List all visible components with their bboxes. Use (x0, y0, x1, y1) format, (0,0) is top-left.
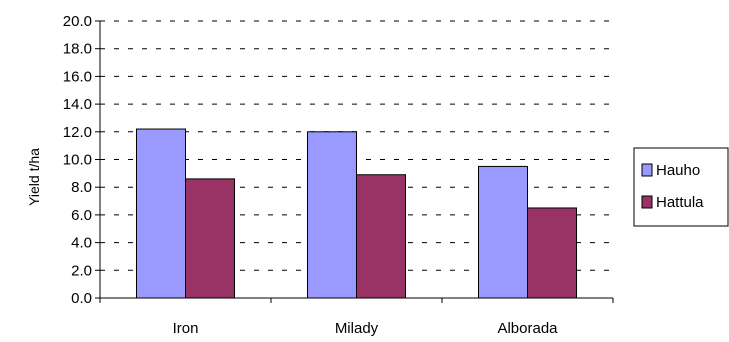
x-tick-label: Iron (173, 320, 199, 337)
bar-hauho-alborada (478, 165, 528, 299)
bar-hauho-iron (136, 128, 186, 299)
bar-hattula-milady (356, 174, 406, 299)
y-tick-label: 6.0 (71, 207, 92, 224)
y-tick-label: 8.0 (71, 179, 92, 196)
y-tick-label: 4.0 (71, 235, 92, 252)
axes: 0.0 2.0 4.0 6.0 8.0 10.0 12.0 14.0 16.0 18.0 20.0 I… (63, 13, 614, 337)
legend-swatch-hattula (641, 195, 653, 209)
y-tick-label: 10.0 (63, 152, 92, 169)
y-tick-label: 0.0 (71, 290, 92, 307)
bar-hattula-alborada (527, 207, 577, 299)
legend-label-hauho: Hauho (656, 162, 700, 179)
bars (136, 128, 577, 299)
y-axis-label: Yield t/ha (26, 148, 42, 206)
legend-box (633, 147, 729, 227)
y-tick-label: 16.0 (63, 68, 92, 85)
y-tick-label: 2.0 (71, 262, 92, 279)
legend: Hauho Hattula (633, 147, 729, 227)
bar-hauho-milady (307, 131, 357, 299)
x-tick-label: Milady (335, 320, 379, 337)
y-tick-label: 12.0 (63, 124, 92, 141)
y-tick-label: 18.0 (63, 41, 92, 58)
y-tick-label: 20.0 (63, 13, 92, 30)
legend-swatch-hauho (641, 163, 653, 177)
x-tick-label: Alborada (497, 320, 558, 337)
legend-label-hattula: Hattula (656, 194, 704, 211)
bar-hattula-iron (185, 178, 235, 299)
y-tick-label: 14.0 (63, 96, 92, 113)
